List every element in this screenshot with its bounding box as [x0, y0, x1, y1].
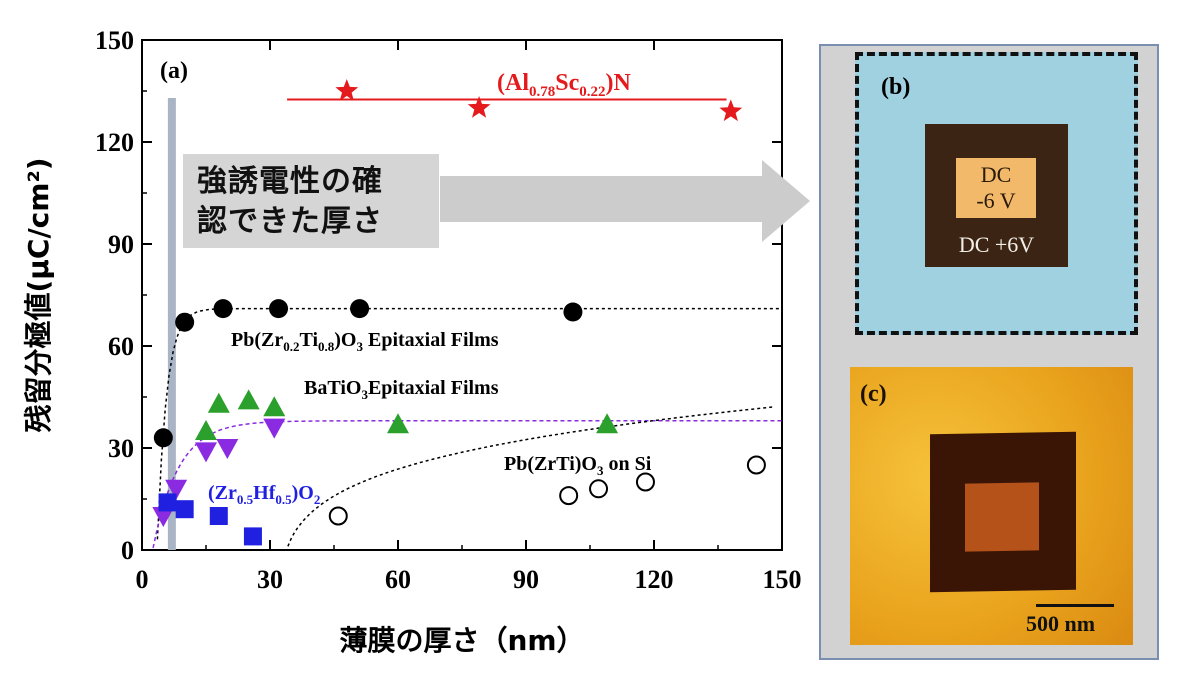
- marker-filled-circle: [175, 312, 195, 332]
- marker-triangle-up: [387, 413, 409, 434]
- y-axis-label: 残留分極値(μC/cm²): [22, 157, 55, 432]
- callout-line-1: 強誘電性の確: [197, 164, 383, 199]
- series-label-pzt-epitaxial: Pb(Zr0.2Ti0.8)O3 Epitaxial Films: [231, 329, 499, 354]
- scale-bar: [1036, 604, 1114, 607]
- marker-square: [175, 500, 194, 519]
- y-tick-label: 90: [108, 230, 134, 259]
- dc-plus-label: DC +6V: [958, 232, 1035, 257]
- afm-inner-domain: [965, 482, 1039, 552]
- x-tick-label: 60: [385, 565, 411, 594]
- y-tick-label: 30: [108, 434, 134, 463]
- marker-square: [243, 527, 262, 546]
- marker-triangle-up: [263, 396, 286, 417]
- scale-bar-label: 500 nm: [1026, 611, 1096, 636]
- y-tick-label: 120: [95, 128, 134, 157]
- dc-minus-region: DC -6 V: [956, 158, 1036, 218]
- marker-star: [467, 96, 491, 118]
- marker-filled-circle: [269, 299, 289, 319]
- marker-filled-circle: [350, 299, 370, 319]
- marker-triangle-up: [237, 389, 260, 410]
- callout-arrow: [440, 160, 810, 242]
- afm-outer-domain: [930, 431, 1076, 593]
- marker-open-circle: [559, 486, 579, 506]
- fit-curve-pzt-on-si: [287, 406, 774, 547]
- marker-triangle-down: [152, 507, 175, 527]
- marker-triangle-down: [195, 442, 217, 463]
- x-tick-label: 0: [136, 565, 149, 594]
- marker-triangle-up: [207, 392, 230, 413]
- marker-open-circle: [589, 479, 609, 499]
- y-tick-label: 60: [108, 332, 134, 361]
- x-tick-label: 30: [257, 565, 283, 594]
- thickness-callout-text: 強誘電性の確 認できた厚さ: [197, 162, 437, 242]
- series-label-bto: BaTiO3Epitaxial Films: [304, 377, 499, 402]
- marker-filled-circle: [153, 428, 173, 448]
- y-tick-label: 150: [95, 26, 134, 55]
- marker-triangle-up: [195, 420, 217, 440]
- marker-square: [158, 493, 177, 512]
- panel-b-label: (b): [881, 74, 911, 100]
- axis-tick-labels: 00 30 30 60 60 90 90 120 120 150 150: [95, 26, 802, 594]
- x-axis-label: 薄膜の厚さ（nm）: [339, 624, 584, 657]
- axis-ticks: [141, 39, 783, 551]
- marker-star: [335, 79, 359, 101]
- thickness-callout: 強誘電性の確 認できた厚さ: [183, 154, 439, 248]
- marker-open-circle: [328, 506, 348, 526]
- dc-plus-region: DC -6 V DC +6V: [925, 124, 1068, 267]
- panel-b: (b) DC -6 V DC +6V: [855, 52, 1138, 335]
- plot-frame: [141, 39, 783, 551]
- marker-triangle-up: [596, 413, 619, 434]
- threshold-bar: [167, 98, 176, 550]
- callout-line-2: 認できた厚さ: [197, 204, 383, 239]
- series-label-hzo: (Zr0.5Hf0.5)O2: [208, 482, 320, 507]
- dc-minus-line1: DC: [980, 162, 1012, 187]
- marker-open-circle: [635, 472, 655, 492]
- dc-minus-line2: -6 V: [976, 188, 1016, 213]
- x-tick-label: 90: [513, 565, 539, 594]
- marker-star: [719, 99, 743, 122]
- series-label-pzt-on-si: Pb(ZrTi)O3 on Si: [504, 453, 652, 478]
- panel-c-label: (c): [860, 381, 887, 407]
- marker-triangle-down: [165, 479, 188, 500]
- panel-c-afm-image: (c) 500 nm: [850, 367, 1133, 645]
- marker-square: [209, 507, 228, 525]
- data-markers: [152, 79, 766, 546]
- marker-triangle-down: [263, 418, 286, 439]
- panel-a-label: (a): [160, 58, 188, 84]
- y-tick-label: 0: [121, 536, 134, 565]
- x-tick-label: 120: [635, 565, 674, 594]
- marker-open-circle: [746, 455, 766, 475]
- fit-curve-pzt-epitaxial: [156, 307, 782, 540]
- marker-filled-circle: [213, 299, 233, 319]
- marker-filled-circle: [563, 302, 583, 322]
- x-tick-label: 150: [763, 565, 802, 594]
- marker-triangle-down: [216, 439, 239, 459]
- series-label-alscn: (Al0.78Sc0.22)N: [497, 70, 631, 100]
